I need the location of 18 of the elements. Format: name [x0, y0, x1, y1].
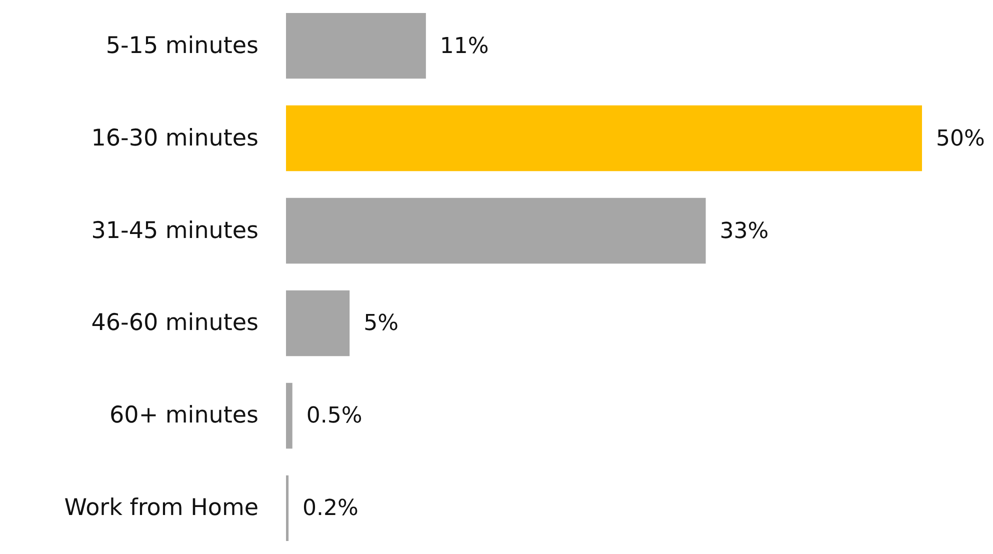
y-tick-label: 31-45 minutes	[91, 218, 258, 244]
data-label: 0.5%	[306, 404, 362, 429]
data-label: 11%	[440, 34, 489, 59]
data-label: 0.2%	[302, 496, 358, 522]
bar	[286, 475, 289, 542]
y-tick-label: 16-30 minutes	[91, 125, 258, 152]
y-tick-label: 5-15 minutes	[106, 32, 258, 59]
y-tick-label: 60+ minutes	[110, 402, 258, 429]
bar	[286, 382, 292, 449]
y-tick-label: Work from Home	[64, 495, 258, 522]
bar	[286, 290, 350, 356]
data-label: 5%	[364, 311, 399, 336]
data-label: 33%	[720, 218, 769, 244]
bar	[286, 105, 922, 172]
bar	[286, 198, 706, 264]
y-tick-label: 46-60 minutes	[91, 310, 258, 336]
data-label: 50%	[936, 126, 985, 152]
bar	[286, 12, 426, 79]
